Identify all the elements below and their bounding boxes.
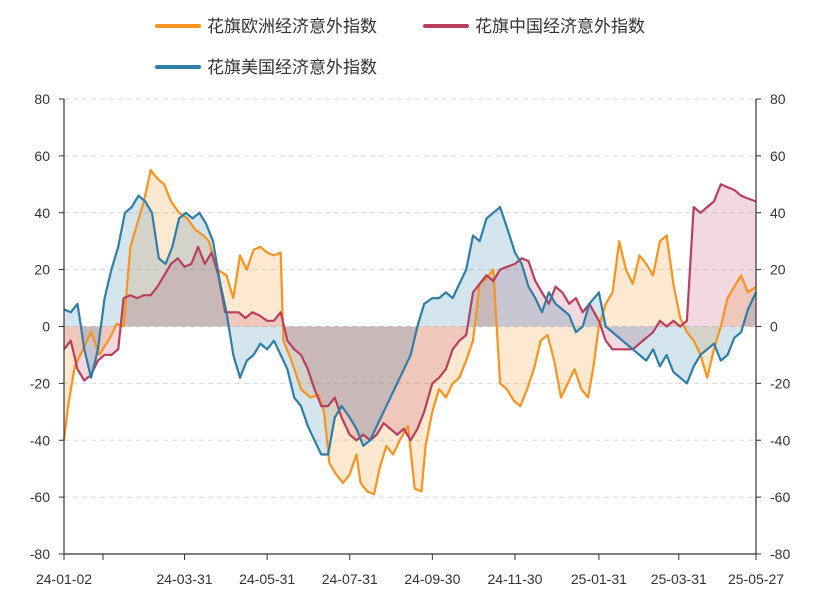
grid bbox=[64, 98, 756, 498]
x-tick-label: 25-03-31 bbox=[651, 571, 707, 587]
y-tick-label-left: 20 bbox=[34, 262, 50, 278]
y-tick-label-right: 40 bbox=[770, 205, 786, 221]
y-tick-label-left: -80 bbox=[30, 546, 50, 562]
x-tick-label: 24-05-31 bbox=[239, 571, 295, 587]
x-tick-label: 25-05-27 bbox=[728, 571, 784, 587]
y-tick-label-right: -40 bbox=[770, 432, 790, 448]
y-tick-label-right: -80 bbox=[770, 546, 790, 562]
x-tick-label: 24-03-31 bbox=[157, 571, 213, 587]
x-tick-label: 24-09-30 bbox=[404, 571, 460, 587]
series-line-1 bbox=[63, 183, 757, 442]
x-tick-label: 24-11-30 bbox=[487, 571, 542, 587]
legend-item-label[interactable]: 花旗中国经济意外指数 bbox=[475, 17, 645, 37]
y-tick-label-left: -60 bbox=[30, 489, 50, 505]
y-tick-label-left: 80 bbox=[34, 91, 50, 107]
x-tick-label: 24-01-02 bbox=[36, 571, 92, 587]
series-area-2 bbox=[64, 195, 756, 455]
y-tick-label-left: -40 bbox=[30, 432, 50, 448]
y-tick-label-right: 80 bbox=[770, 91, 786, 107]
y-tick-label-left: -20 bbox=[30, 375, 50, 391]
x-tick-label: 25-01-31 bbox=[571, 571, 627, 587]
y-tick-label-right: 60 bbox=[770, 148, 786, 164]
series-line-0 bbox=[62, 169, 757, 496]
y-tick-label-right: -20 bbox=[770, 375, 790, 391]
series-line-2 bbox=[63, 194, 757, 456]
y-tick-label-left: 40 bbox=[34, 205, 50, 221]
legend-item-label[interactable]: 花旗欧洲经济意外指数 bbox=[207, 17, 377, 37]
x-tick-label: 24-07-31 bbox=[322, 571, 378, 587]
y-tick-label-left: 60 bbox=[34, 148, 50, 164]
axes: 80 80 60 60 40 40 20 20 0 0 -20 -20 -40 -40 -60 -60 -80 -… bbox=[30, 91, 791, 587]
legend-item-label[interactable]: 花旗美国经济意外指数 bbox=[207, 58, 377, 78]
y-tick-label-right: 20 bbox=[770, 262, 786, 278]
y-tick-label-left: 0 bbox=[42, 319, 50, 335]
series-lines bbox=[62, 169, 757, 496]
series-area-0 bbox=[64, 170, 756, 495]
series-area-1 bbox=[64, 184, 756, 441]
series-areas bbox=[64, 170, 756, 495]
y-tick-label-right: -60 bbox=[770, 489, 790, 505]
y-tick-label-right: 0 bbox=[770, 319, 778, 335]
